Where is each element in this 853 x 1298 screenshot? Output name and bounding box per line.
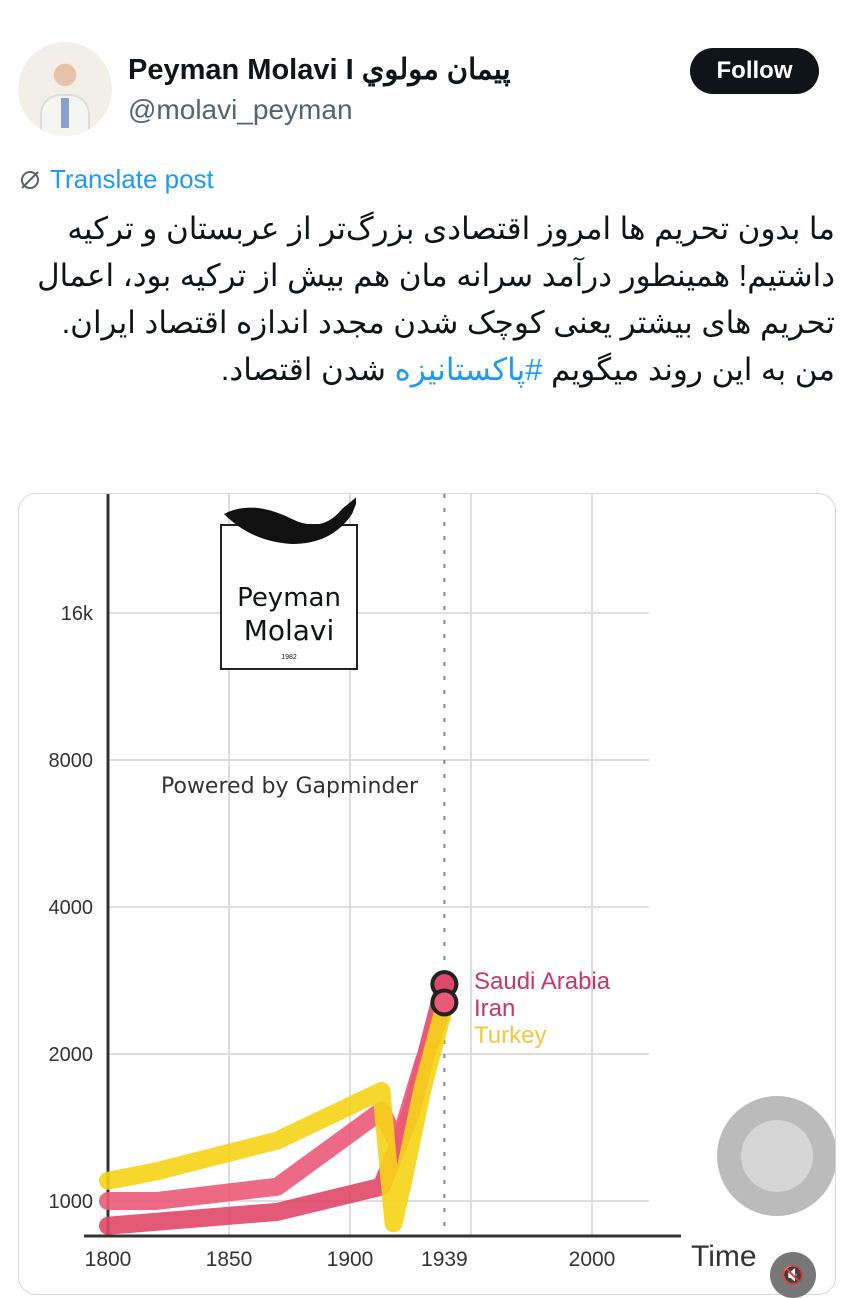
y-tick-label: 2000	[49, 1044, 94, 1066]
series-label: Turkey	[474, 1022, 546, 1049]
y-tick-label: 1000	[49, 1191, 94, 1213]
whale-icon	[224, 497, 356, 544]
hashtag-link[interactable]: #پاکستانیزه	[394, 352, 543, 387]
logo-text: Molavi	[243, 614, 335, 647]
logo-year: 1982	[281, 654, 297, 661]
post-text-part: ما بدون تحریم ها امروز اقتصادی بزرگ‌تر ا…	[37, 211, 835, 387]
chart: 1000 2000 4000 8000 16k 1800 1850 1900 1939 2000 T…	[49, 494, 835, 1273]
series-label: Saudi Arabia	[474, 968, 611, 995]
translate-post-link[interactable]: Translate post	[18, 164, 214, 195]
data-point-iran	[430, 988, 459, 1017]
x-tick-label: 1939	[421, 1248, 468, 1271]
logo-text: Peyman	[237, 583, 341, 613]
loading-indicator-inner	[741, 1120, 813, 1192]
series-line-turkey	[99, 997, 454, 1233]
follow-button[interactable]: Follow	[690, 48, 819, 94]
y-tick-label: 4000	[49, 897, 94, 919]
author-handle[interactable]: @molavi_peyman	[128, 94, 353, 125]
powered-by-label: Powered by Gapminder	[161, 774, 419, 799]
series-label: Iran	[474, 995, 515, 1022]
globe-slash-icon	[21, 170, 39, 189]
speaker-muted-icon: 🔇	[781, 1264, 805, 1285]
x-tick-label: 2000	[569, 1248, 616, 1271]
author-name[interactable]: Peyman Molavi I پیمان مولوي	[128, 54, 511, 86]
x-axis-label: Time	[691, 1240, 757, 1273]
avatar[interactable]	[18, 42, 112, 136]
translate-label: Translate post	[50, 164, 214, 194]
mute-button[interactable]: 🔇	[770, 1252, 816, 1298]
post-text: ما بدون تحریم ها امروز اقتصادی بزرگ‌تر ا…	[20, 205, 835, 393]
x-tick-label: 1800	[85, 1248, 132, 1271]
post-text-part: شدن اقتصاد.	[220, 352, 395, 387]
y-tick-label: 16k	[61, 603, 94, 625]
x-tick-label: 1900	[327, 1248, 374, 1271]
logo: Peyman Molavi 1982	[220, 497, 358, 670]
media-card[interactable]: 1000 2000 4000 8000 16k 1800 1850 1900 1939 2000 T…	[18, 493, 836, 1295]
x-tick-label: 1850	[206, 1248, 253, 1271]
y-tick-label: 8000	[49, 750, 94, 772]
